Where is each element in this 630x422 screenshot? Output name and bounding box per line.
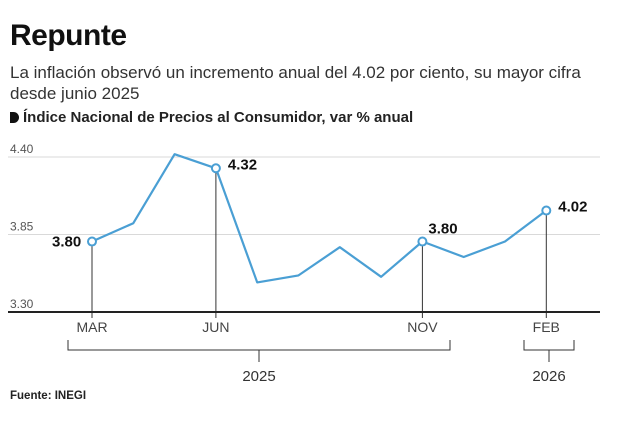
data-label: 4.02 [558, 199, 587, 216]
data-labels: 3.80 4.32 3.80 4.02 [52, 156, 588, 250]
year-label: 2025 [242, 368, 275, 385]
year-bracket [67, 340, 451, 351]
gridlines [8, 156, 600, 235]
x-axis-ticks: MAR JUN NOV FEB [76, 319, 559, 335]
data-marker [541, 205, 552, 216]
x-tick-label: FEB [533, 319, 560, 335]
data-label: 3.80 [52, 234, 81, 251]
x-tick-label: MAR [76, 319, 107, 335]
data-marker [417, 236, 428, 247]
year-bracket [523, 340, 575, 351]
label-drop-lines [91, 168, 547, 318]
x-tick-label: JUN [202, 319, 229, 335]
y-tick-label: 4.40 [10, 142, 34, 156]
chart-subtitle: La inflación observó un incremento anual… [10, 63, 581, 103]
data-marker [210, 163, 221, 174]
x-tick-label: NOV [407, 319, 438, 335]
y-tick-label: 3.30 [10, 297, 34, 311]
year-label: 2026 [532, 368, 565, 385]
series-label-text: Índice Nacional de Precios al Consumidor… [23, 109, 414, 126]
source-note: Fuente: INEGI [10, 390, 87, 402]
year-brackets: 2025 2026 [67, 340, 575, 385]
chart-title: Repunte [10, 19, 127, 52]
bullet-icon [10, 112, 19, 123]
series-line [91, 153, 547, 284]
y-tick-label: 3.85 [10, 220, 34, 234]
series-label: Índice Nacional de Precios al Consumidor… [10, 109, 413, 127]
y-axis-ticks: 3.30 3.85 4.40 [10, 142, 34, 311]
data-label: 4.32 [228, 156, 257, 173]
data-label: 3.80 [428, 221, 457, 238]
data-marker [87, 236, 97, 247]
data-markers [87, 163, 552, 247]
